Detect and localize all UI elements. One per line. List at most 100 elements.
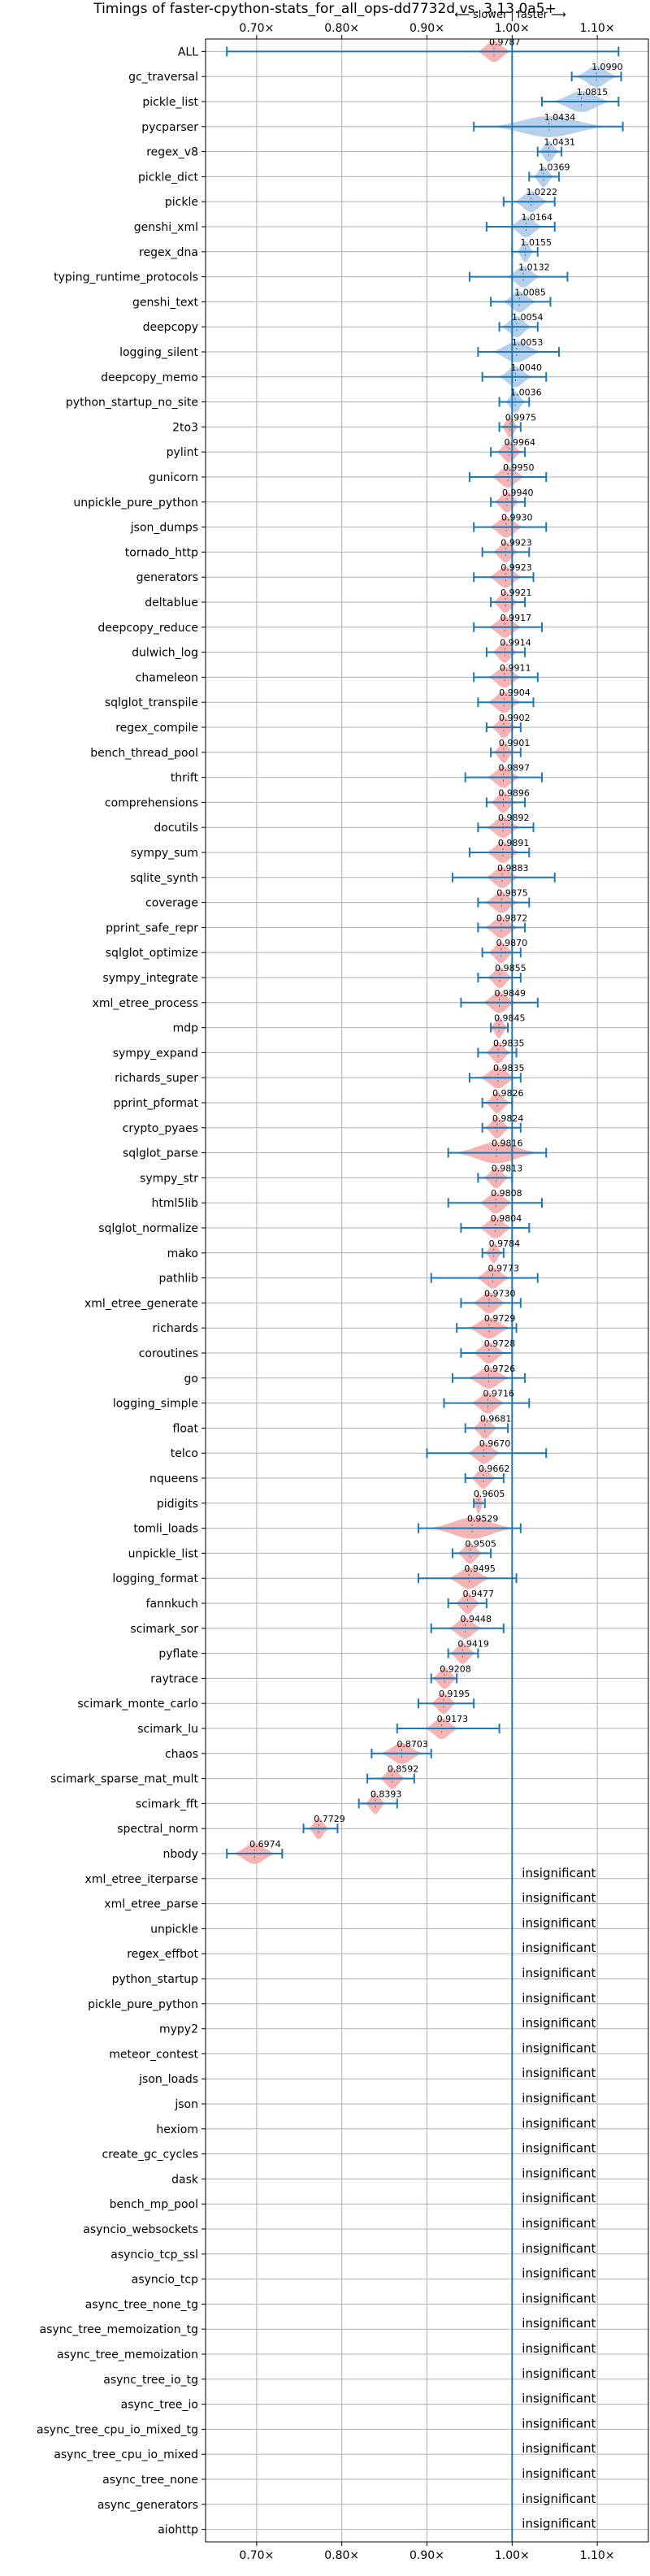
value-label: 1.0036 [510, 388, 542, 398]
x-tick-label-bottom: 0.80× [324, 2549, 359, 2562]
benchmark-label: dask [171, 2173, 199, 2186]
value-label: 0.9730 [484, 1288, 516, 1299]
insignificant-label: insignificant [522, 2216, 596, 2231]
value-label: 0.9872 [496, 913, 528, 923]
value-label: 0.9448 [460, 1614, 492, 1624]
benchmark-label: xml_etree_process [93, 997, 198, 1010]
value-label: 0.9808 [491, 1188, 522, 1199]
benchmark-label: generators [136, 571, 198, 584]
benchmark-label: asyncio_websockets [83, 2223, 198, 2236]
benchmark-label: coroutines [139, 1347, 198, 1360]
benchmark-label: create_gc_cycles [102, 2149, 198, 2162]
value-label: 1.0164 [521, 212, 552, 223]
benchmark-label: logging_silent [119, 346, 198, 359]
value-label: 0.7729 [314, 1814, 345, 1824]
benchmark-label: scimark_sor [130, 1623, 198, 1636]
value-label: 0.9901 [499, 738, 531, 748]
value-label: 0.9787 [489, 37, 521, 47]
insignificant-label: insignificant [522, 2392, 596, 2406]
benchmark-label: pycparser [141, 121, 198, 134]
value-label: 0.9835 [493, 1063, 525, 1073]
value-label: 0.9930 [501, 513, 533, 523]
benchmark-label: hexiom [156, 2123, 198, 2136]
value-label: 0.9835 [493, 1038, 525, 1048]
benchmark-label: pyflate [158, 1648, 198, 1661]
benchmark-label: async_tree_none_tg [85, 2298, 198, 2311]
value-label: 1.0815 [577, 87, 609, 98]
benchmark-label: asyncio_tcp_ssl [110, 2249, 198, 2262]
x-tick-label-bottom: 1.00× [495, 2549, 530, 2562]
value-label: 0.9914 [500, 638, 531, 648]
value-label: 1.0431 [544, 137, 575, 148]
benchmark-label: aiohttp [158, 2524, 198, 2537]
value-label: 1.0990 [592, 62, 623, 72]
benchmark-label: asyncio_tcp [132, 2274, 198, 2287]
benchmark-label: deepcopy_memo [101, 371, 198, 384]
benchmark-label: fannkuch [146, 1598, 198, 1611]
benchmark-label: unpickle_pure_python [73, 497, 198, 510]
insignificant-label: insignificant [522, 2241, 596, 2256]
value-label: 0.9804 [491, 1213, 522, 1224]
benchmark-label: pprint_safe_repr [106, 922, 198, 935]
benchmark-label: tornado_http [125, 546, 198, 559]
value-label: 0.9773 [488, 1264, 520, 1274]
benchmark-label: raytrace [150, 1672, 198, 1685]
benchmark-label: regex_compile [115, 722, 198, 735]
benchmark-label: deepcopy [143, 321, 198, 334]
slower-annotation: ⟵ slower [454, 9, 508, 21]
benchmark-label: unpickle [150, 1923, 198, 1936]
value-label: 0.9902 [499, 713, 531, 723]
value-label: 0.9728 [484, 1338, 516, 1349]
insignificant-label: insignificant [522, 1991, 596, 2006]
benchmark-label: gc_traversal [128, 71, 198, 84]
value-label: 0.9921 [500, 588, 532, 598]
benchmark-label: meteor_contest [109, 2048, 198, 2061]
insignificant-label: insignificant [522, 2517, 596, 2531]
value-label: 0.9891 [498, 838, 530, 848]
benchmark-label: sqlglot_normalize [98, 1222, 198, 1235]
value-label: 0.9845 [494, 1013, 526, 1024]
value-label: 0.9784 [489, 1238, 521, 1249]
value-label: 0.6974 [249, 1839, 281, 1850]
benchmark-label: async_generators [98, 2499, 198, 2512]
benchmark-label: json_loads [138, 2073, 198, 2086]
benchmark-label: scimark_lu [137, 1723, 198, 1736]
benchmark-label: scimark_monte_carlo [77, 1698, 198, 1711]
insignificant-label: insignificant [522, 2191, 596, 2205]
insignificant-label: insignificant [522, 2266, 596, 2281]
benchmark-label: python_startup_no_site [66, 397, 198, 410]
benchmark-label: genshi_text [132, 296, 199, 309]
benchmark-label: go [184, 1373, 198, 1386]
benchmark-label: json_dumps [130, 522, 198, 535]
value-label: 0.9605 [474, 1489, 505, 1499]
insignificant-label: insignificant [522, 2466, 596, 2481]
value-label: 0.9816 [492, 1138, 523, 1149]
value-label: 0.9950 [503, 462, 535, 473]
mark-layer [226, 39, 624, 2542]
value-label: 0.9505 [465, 1538, 496, 1549]
benchmark-label: regex_v8 [146, 146, 198, 159]
value-label: 0.9892 [498, 813, 530, 823]
value-label: 0.9911 [500, 662, 531, 673]
x-tick-label-top: 0.80× [324, 22, 359, 35]
benchmark-label: ALL [178, 46, 198, 59]
faster-annotation: faster ⟶ [517, 9, 566, 21]
benchmark-label: pylint [167, 446, 199, 459]
benchmark-label: mdp [173, 1022, 199, 1035]
benchmark-label: mako [167, 1247, 198, 1260]
benchmark-label: async_tree_io_tg [103, 2374, 198, 2387]
benchmark-label: scimark_fft [136, 1798, 199, 1811]
value-label: 1.0053 [512, 337, 544, 348]
benchmark-label: regex_dna [139, 246, 198, 259]
benchmark-label: typing_runtime_protocols [54, 271, 198, 284]
insignificant-label: insignificant [522, 1866, 596, 1880]
benchmark-label: sympy_str [140, 1172, 198, 1185]
benchmark-label: comprehensions [105, 796, 198, 809]
value-label: 0.9826 [492, 1088, 524, 1099]
x-tick-label-bottom: 1.10× [580, 2549, 615, 2562]
insignificant-label: insignificant [522, 2441, 596, 2456]
benchmark-label: sympy_sum [131, 847, 198, 860]
benchmark-label: pickle [165, 196, 198, 209]
insignificant-label: insignificant [522, 2366, 596, 2381]
